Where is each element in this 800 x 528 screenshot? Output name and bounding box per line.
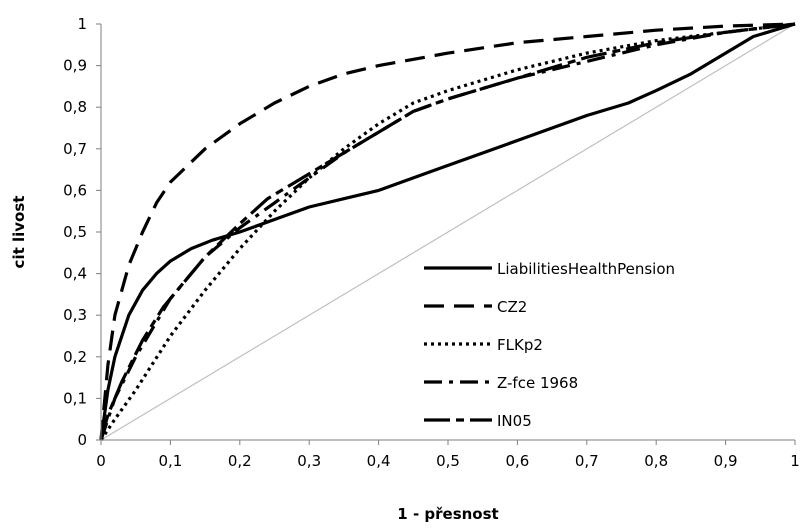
x-tick-label: 0,2 [228,452,252,470]
x-tick-label: 0,6 [505,452,529,470]
y-tick-label: 0,1 [63,389,87,407]
x-tick-label: 0,4 [367,452,391,470]
x-tick-label: 0,9 [714,452,738,470]
legend-label-2: CZ2 [497,298,527,316]
x-tick-label: 0,7 [575,452,599,470]
legend-label-3: FLKp2 [497,336,543,354]
y-tick-label: 0,2 [63,348,87,366]
y-tick-label: 0,4 [63,265,87,283]
reference-diagonal-line [100,23,796,441]
series-line-5 [99,22,796,441]
x-axis: 0 0,1 0,2 0,3 0,4 0,5 0,6 0,7 0,8 0,9 1 [96,439,800,470]
legend: LiabilitiesHealthPension CZ2 FLKp2 Z-fce 19… [424,260,675,430]
x-tick-label: 0,8 [644,452,668,470]
y-tick-label: 0,3 [63,306,87,324]
y-tick-label: 0,7 [63,140,87,158]
y-axis-title: cit livost [10,196,28,269]
y-axis: 0 0,1 0,2 0,3 0,4 0,5 0,6 0,7 0,8 0,9 1 [63,15,102,449]
series-line-1 [99,22,796,441]
legend-label-5: IN05 [497,412,532,430]
legend-label-1: LiabilitiesHealthPension [497,260,675,278]
y-tick-label: 0,8 [63,98,87,116]
x-tick-label: 1 [790,452,800,470]
legend-label-4: Z-fce 1968 [497,374,578,392]
x-axis-title: 1 - přesnost [397,505,498,523]
y-tick-label: 0,9 [63,57,87,75]
series-line-2 [99,22,796,441]
x-tick-label: 0,3 [297,452,321,470]
y-tick-label: 0 [77,431,87,449]
y-tick-label: 0,6 [63,181,87,199]
y-tick-label: 0,5 [63,223,87,241]
plot-area [99,22,796,441]
x-tick-label: 0,1 [158,452,182,470]
y-tick-label: 1 [77,15,87,33]
x-tick-label: 0 [96,452,106,470]
x-tick-label: 0,5 [436,452,460,470]
